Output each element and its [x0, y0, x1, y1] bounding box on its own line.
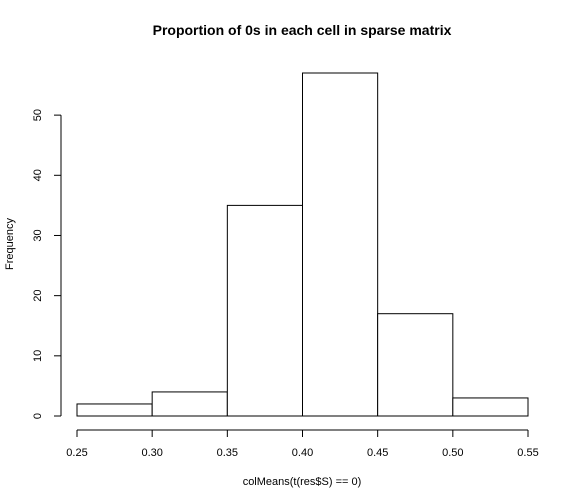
bars-group: [76, 72, 529, 417]
y-tick-label: 40: [32, 169, 44, 181]
histogram-bar-3: [226, 204, 303, 417]
histogram-bar-2: [151, 391, 228, 417]
histogram-bar-1: [76, 403, 153, 417]
x-tick-label: 0.50: [442, 447, 463, 459]
x-axis: 0.25 0.30 0.35 0.40 0.45 0.50 0.55: [66, 429, 539, 459]
y-tick-label: 0: [32, 413, 44, 419]
x-tick-label: 0.35: [217, 447, 238, 459]
histogram-bar-6: [452, 397, 529, 417]
y-tick-label: 50: [32, 109, 44, 121]
x-tick-label: 0.45: [367, 447, 388, 459]
y-tick-label: 10: [32, 350, 44, 362]
histogram-bar-4: [302, 72, 379, 417]
x-axis-label: colMeans(t(res$S) == 0): [243, 476, 362, 488]
x-tick-label: 0.25: [66, 447, 87, 459]
y-tick-label: 20: [32, 290, 44, 302]
x-tick-label: 0.55: [517, 447, 538, 459]
chart-title: Proportion of 0s in each cell in sparse …: [153, 22, 452, 38]
y-axis: 0 10 20 30 40 50: [32, 109, 62, 419]
histogram-bar-5: [377, 313, 454, 417]
x-tick-label: 0.40: [292, 447, 313, 459]
x-tick-label: 0.30: [141, 447, 162, 459]
y-tick-label: 30: [32, 229, 44, 241]
y-axis-label: Frequency: [4, 218, 16, 270]
